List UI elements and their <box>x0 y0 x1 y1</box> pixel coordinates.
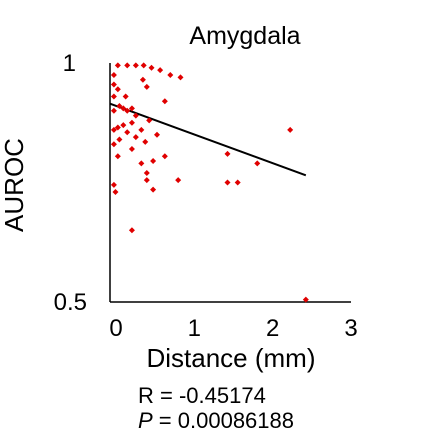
data-point <box>112 189 119 196</box>
data-point <box>175 177 182 184</box>
data-point <box>140 62 147 69</box>
p-symbol: P <box>138 408 153 433</box>
data-point <box>110 71 117 78</box>
data-point <box>116 136 123 143</box>
y-tick-label-1: 0.5 <box>54 289 87 316</box>
data-point <box>132 112 139 119</box>
data-point <box>146 117 153 124</box>
data-point <box>150 186 157 193</box>
x-tick-label-2: 2 <box>266 315 279 342</box>
data-point <box>143 83 150 90</box>
data-point <box>110 93 117 100</box>
x-axis-title: Distance (mm) <box>146 343 315 373</box>
x-tick-label-0: 0 <box>109 315 122 342</box>
data-point <box>110 81 117 88</box>
data-point <box>138 126 145 133</box>
data-point <box>139 76 146 83</box>
data-point <box>128 105 135 112</box>
data-point <box>120 122 127 129</box>
data-point <box>132 62 139 69</box>
data-point <box>124 62 131 69</box>
data-point <box>128 227 135 234</box>
data-point <box>110 126 117 133</box>
data-point <box>110 107 117 114</box>
y-tick-label-0: 1 <box>63 50 76 77</box>
data-point <box>124 107 131 114</box>
data-point <box>138 160 145 167</box>
regression-line <box>109 102 307 177</box>
axes <box>109 63 351 303</box>
correlation-stat: R = -0.45174 <box>138 384 266 408</box>
data-point <box>143 177 150 184</box>
data-point <box>157 67 164 74</box>
y-axis-title-group: AUROC <box>0 138 29 232</box>
x-tick-label-3: 3 <box>344 315 357 342</box>
data-point <box>148 64 155 71</box>
data-point <box>114 86 121 93</box>
p-value-stat: P = 0.00086188 <box>138 409 294 433</box>
data-point <box>122 93 129 100</box>
data-point <box>254 160 261 167</box>
data-point <box>120 105 127 112</box>
data-point <box>302 296 309 303</box>
data-point <box>128 146 135 153</box>
data-point <box>150 157 157 164</box>
p-value-text: = 0.00086188 <box>152 408 294 433</box>
data-point <box>128 119 135 126</box>
y-axis-title: AUROC <box>0 138 29 232</box>
data-point <box>114 124 121 131</box>
chart-title: Amygdala <box>189 22 300 50</box>
data-point <box>287 126 294 133</box>
data-point <box>142 138 149 145</box>
regression-line-layer <box>109 102 307 177</box>
data-point <box>124 129 131 136</box>
data-point <box>110 181 117 188</box>
axis-ticks: 0 1 2 3 1 0.5 <box>54 50 358 342</box>
data-point <box>177 74 184 81</box>
data-point <box>110 141 117 148</box>
data-point <box>167 71 174 78</box>
data-point <box>161 98 168 105</box>
x-tick-label-1: 1 <box>188 315 201 342</box>
data-point <box>132 134 139 141</box>
r-value-text: R = -0.45174 <box>138 383 266 408</box>
data-point <box>224 179 231 186</box>
data-point <box>234 179 241 186</box>
data-point <box>143 169 150 176</box>
data-point <box>224 150 231 157</box>
data-point <box>154 131 160 138</box>
data-points-layer <box>110 62 309 303</box>
data-point <box>114 62 121 69</box>
data-point <box>161 153 168 160</box>
data-point <box>116 103 123 110</box>
data-point <box>114 153 121 160</box>
